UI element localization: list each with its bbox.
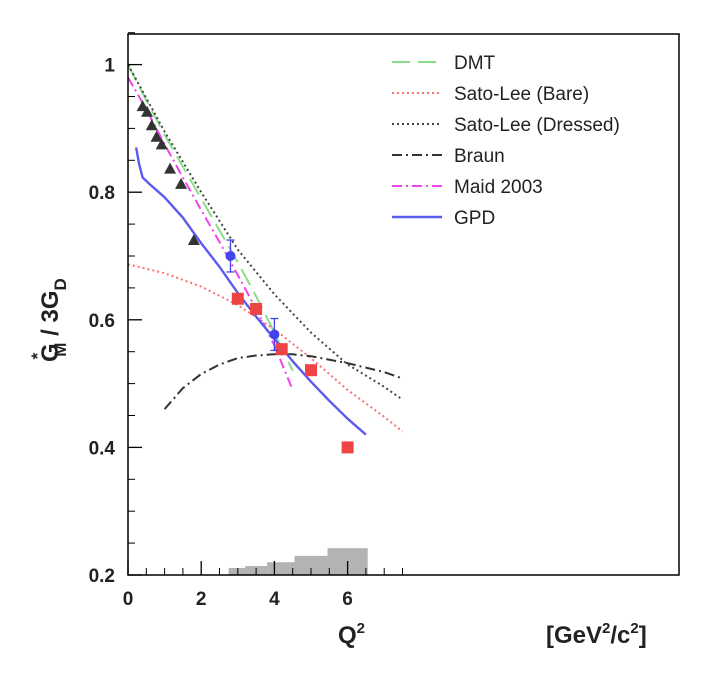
triangle-marker: [155, 138, 168, 150]
y-axis-title-mid: / 3G: [37, 291, 64, 343]
square-marker: [231, 292, 244, 305]
square-marker: [275, 343, 288, 356]
circle-marker: [225, 251, 236, 261]
x-axis-units-mid: /c: [610, 622, 630, 649]
square-marker: [305, 364, 317, 377]
curve-sato-lee-bare: [128, 263, 404, 433]
legend-label-sato-lee-dressed: Sato-Lee (Dressed): [454, 115, 620, 136]
square-marker: [341, 441, 354, 454]
x-axis-title-main: Q: [338, 622, 357, 649]
x-axis-units-sup2: 2: [630, 620, 638, 637]
triangle-marker: [175, 177, 188, 189]
y-tick-label: 0.6: [89, 311, 115, 332]
triangle-marker: [187, 234, 200, 246]
plot-frame: [127, 33, 680, 576]
curve-sato-lee-dressed: [128, 64, 404, 401]
y-axis-title-m: M: [51, 343, 70, 357]
triangle-marker: [164, 162, 177, 174]
x-axis-units-pre: [GeV: [546, 622, 602, 649]
x-axis-units-post: ]: [639, 622, 647, 649]
curve-braun: [163, 353, 403, 410]
x-axis-units: [GeV2/c2]: [546, 620, 647, 649]
x-tick-label: 6: [342, 589, 353, 610]
axes: 0 2 4 6 0.2 0.4 0.6 0.8 1: [89, 32, 403, 610]
data-markers: [136, 100, 354, 454]
y-tick-label: 0.8: [89, 183, 115, 204]
legend: DMT Sato-Lee (Bare) Sato-Lee (Dressed) Brau…: [392, 53, 620, 229]
legend-label-maid-2003: Maid 2003: [454, 177, 543, 198]
y-tick-label: 1: [104, 56, 115, 77]
uncertainty-bands: [228, 548, 368, 575]
legend-label-dmt: DMT: [454, 53, 496, 74]
triangle-marker: [145, 119, 158, 131]
uncertainty-band: [294, 555, 328, 575]
curve-gpd: [134, 147, 367, 436]
legend-label-braun: Braun: [454, 146, 505, 167]
x-axis-title-sup: 2: [357, 620, 365, 637]
y-tick-label: 0.4: [89, 438, 116, 459]
x-tick-label: 0: [123, 589, 134, 610]
x-tick-label: 2: [196, 589, 207, 610]
circle-marker: [269, 329, 280, 340]
x-axis-title: Q2: [338, 620, 365, 649]
y-axis-title-g: G: [37, 343, 64, 362]
y-axis-title: G* M / 3GD: [28, 278, 70, 362]
y-axis-title-d: D: [51, 278, 70, 290]
curve-dmt: [128, 64, 294, 372]
triangle-marker: [141, 105, 154, 117]
triangle-marker: [150, 130, 163, 142]
x-axis-units-sup1: 2: [602, 620, 610, 637]
uncertainty-band: [228, 567, 246, 575]
y-tick-label: 0.2: [89, 566, 115, 587]
y-axis-title-star: *: [28, 352, 47, 359]
legend-label-sato-lee-bare: Sato-Lee (Bare): [454, 84, 589, 105]
uncertainty-band: [267, 562, 295, 575]
square-marker: [250, 302, 263, 315]
triangle-marker: [136, 100, 149, 112]
legend-label-gpd: GPD: [454, 208, 495, 229]
x-tick-label: 4: [269, 589, 280, 610]
model-curves: [128, 64, 404, 436]
